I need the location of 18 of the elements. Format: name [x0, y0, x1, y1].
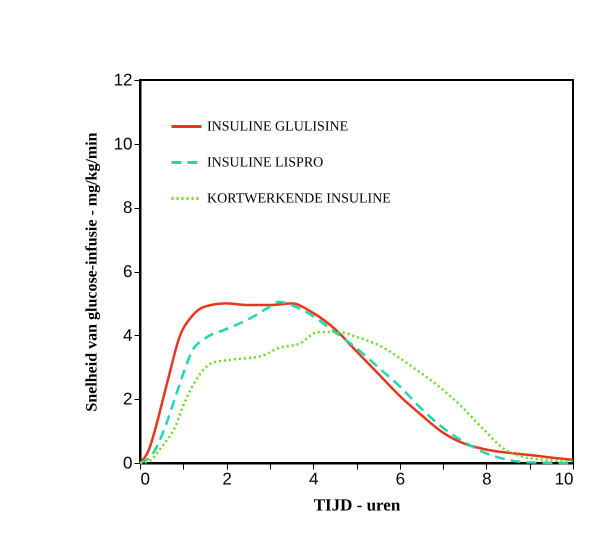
x-tick-label: 8: [482, 470, 492, 488]
y-tick-label: 0: [123, 454, 132, 472]
y-tick-label: 12: [114, 70, 132, 90]
legend-label: INSULINE GLULISINE: [207, 120, 348, 134]
legend-label: INSULINE LISPRO: [207, 156, 324, 170]
y-tick-label: 10: [114, 134, 132, 154]
x-tick-label: 6: [396, 470, 406, 488]
x-axis-title: TIJD - uren: [314, 496, 401, 514]
y-tick-label: 6: [123, 262, 132, 281]
y-axis-title: Snelheid van glucose-infusie - mg/kg/min: [84, 132, 101, 412]
y-tick-label: 2: [123, 390, 132, 409]
y-tick-label: 4: [123, 326, 132, 345]
x-tick-label: 4: [308, 470, 318, 488]
x-tick-label: 10: [554, 470, 574, 488]
x-tick-label: 2: [222, 470, 232, 488]
x-tick-label: 0: [140, 470, 150, 488]
y-tick-label: 8: [123, 198, 132, 218]
legend-label: KORTWERKENDE INSULINE: [207, 192, 391, 206]
